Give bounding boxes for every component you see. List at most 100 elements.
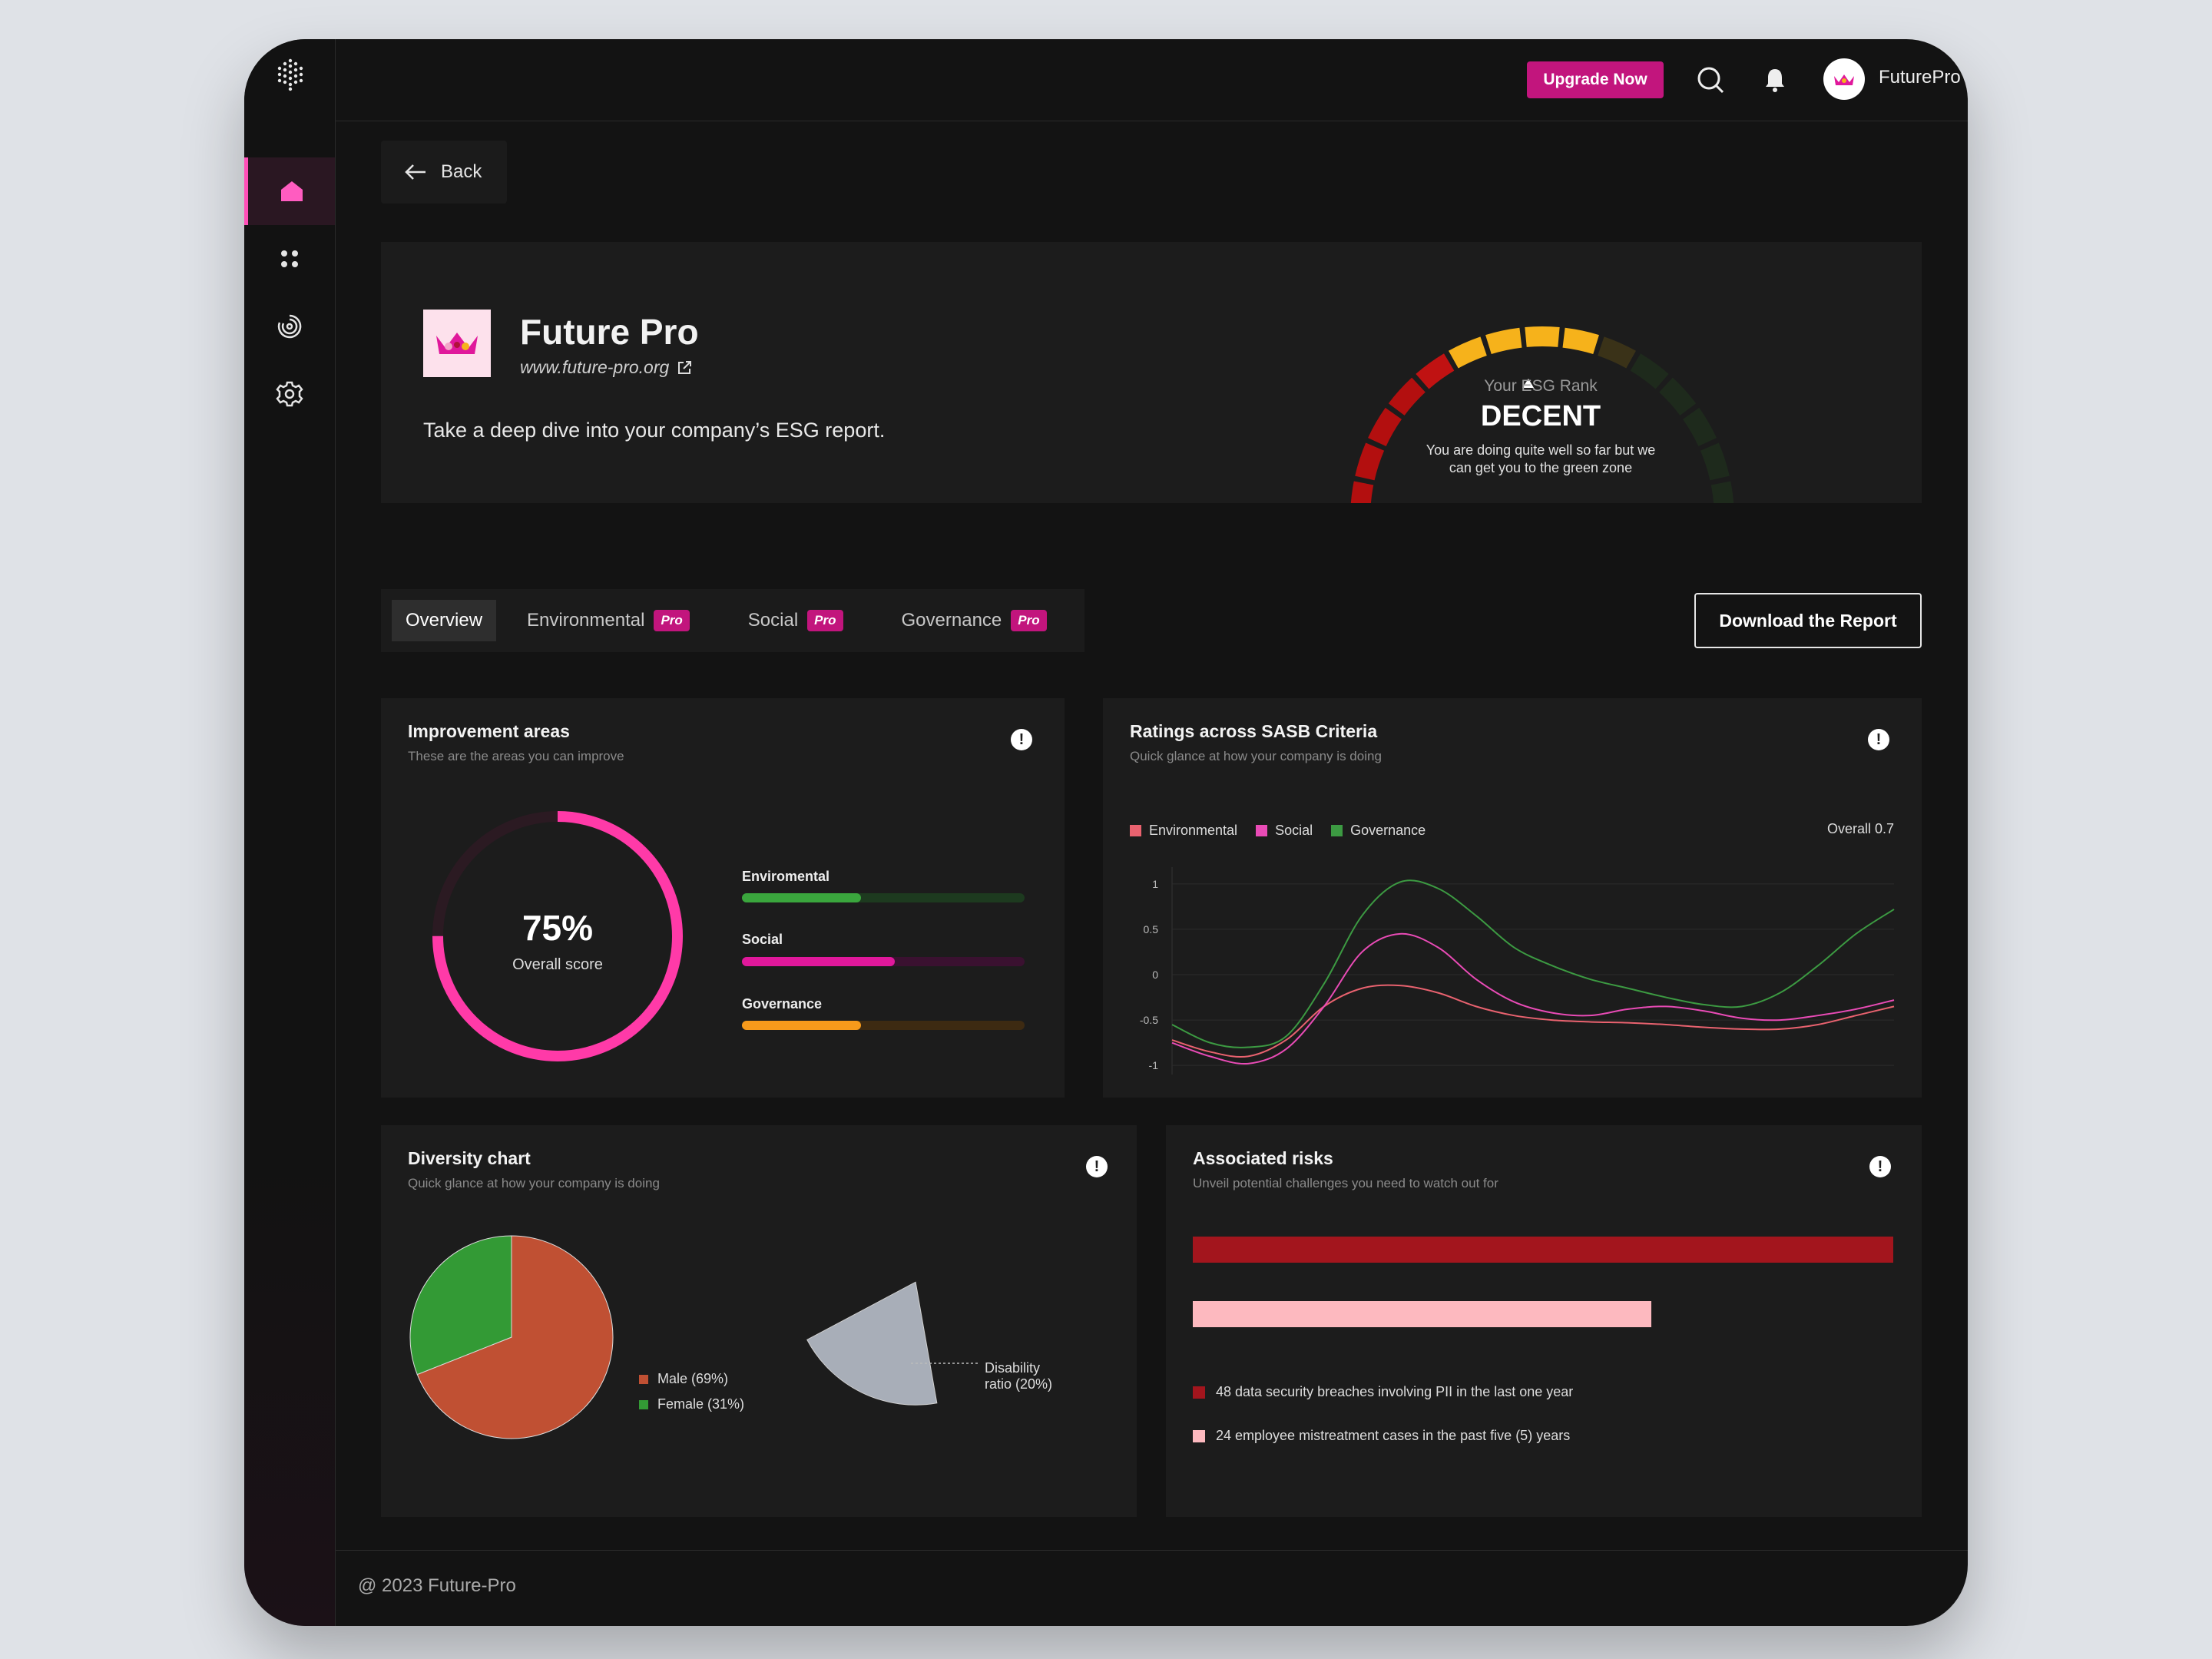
- main-content: Back Future Pro www.future-pro.org: [335, 121, 1968, 1626]
- progress-fill-social: [742, 957, 895, 966]
- gauge-segment: [1598, 336, 1636, 369]
- legend-swatch: [1331, 825, 1343, 836]
- tab-environmental[interactable]: Environmental Pro: [513, 600, 704, 641]
- gender-pie-chart: [409, 1235, 614, 1439]
- bar-label-governance: Governance: [742, 996, 823, 1012]
- topbar: Upgrade Now FuturePro: [335, 39, 1968, 121]
- bar-label-social: Social: [742, 932, 783, 947]
- legend-label: Male (69%): [657, 1371, 729, 1386]
- tab-governance[interactable]: Governance Pro: [888, 600, 1061, 641]
- company-hero: Future Pro www.future-pro.org Take a dee…: [381, 242, 1922, 503]
- company-website-link[interactable]: www.future-pro.org: [520, 357, 692, 378]
- gear-icon: [276, 381, 303, 407]
- associated-risks-card: Associated risks Unveil potential challe…: [1166, 1125, 1922, 1517]
- legend-swatch: [1193, 1429, 1205, 1442]
- download-report-button[interactable]: Download the Report: [1694, 593, 1922, 648]
- back-label: Back: [441, 161, 482, 182]
- gauge-segment: [1710, 481, 1734, 503]
- tab-label: Governance: [901, 610, 1002, 631]
- risk-legend-item: 24 employee mistreatment cases in the pa…: [1193, 1428, 1570, 1444]
- tab-overview[interactable]: Overview: [392, 600, 497, 641]
- rank-value: DECENT: [1480, 400, 1601, 432]
- home-icon: [280, 181, 303, 201]
- search-icon[interactable]: [1696, 65, 1725, 94]
- sidebar: [244, 39, 336, 1626]
- gauge-segment: [1683, 407, 1717, 447]
- series-line-social: [1171, 932, 1895, 1065]
- copyright: @ 2023 Future-Pro: [358, 1575, 516, 1596]
- gauge-segment: [1350, 481, 1374, 503]
- y-tick-label: 0.5: [1144, 923, 1159, 935]
- legend-item: Female (31%): [639, 1396, 744, 1412]
- company-name: Future Pro: [520, 312, 699, 352]
- upgrade-button[interactable]: Upgrade Now: [1527, 61, 1664, 98]
- legend-label: Environmental: [1149, 823, 1238, 838]
- progress-track-social: [742, 957, 1025, 966]
- esg-rank-gauge: [1350, 326, 1734, 503]
- legend-label: Social: [1275, 823, 1313, 838]
- y-tick-label: 1: [1152, 878, 1158, 890]
- sasb-line-chart: 1 0.5 0 -0.5 -1: [1140, 867, 1895, 1075]
- sasb-ratings-card: Ratings across SASB Criteria Quick glanc…: [1103, 698, 1922, 1098]
- pro-badge: Pro: [1011, 610, 1047, 631]
- disability-label: Disability ratio (20%): [985, 1360, 1052, 1392]
- bar-label-environmental: Enviromental: [742, 869, 830, 884]
- overall-score-value: 75%: [522, 908, 594, 948]
- legend-swatch: [1256, 825, 1268, 836]
- legend-item: Environmental: [1130, 823, 1237, 839]
- info-icon[interactable]: !: [1869, 1156, 1891, 1177]
- legend-label: Governance: [1350, 823, 1426, 838]
- tab-label: Social: [747, 610, 799, 631]
- spiral-icon: [277, 314, 302, 339]
- company-logo-icon: [1834, 75, 1854, 85]
- disability-label-line1: Disability: [985, 1360, 1041, 1376]
- tagline: Take a deep dive into your company’s ESG…: [423, 419, 886, 442]
- gauge-segment: [1368, 407, 1402, 447]
- sidebar-item-home[interactable]: [244, 157, 335, 225]
- gauge-pointer-icon: [1522, 379, 1534, 388]
- chart-legend: Environmental Social Governance: [1130, 823, 1426, 839]
- dots-grid-icon: [281, 250, 298, 267]
- legend-swatch: [1193, 1386, 1205, 1399]
- progress-fill-environmental: [742, 893, 861, 902]
- info-icon[interactable]: !: [1011, 729, 1032, 750]
- tab-label: Environmental: [527, 610, 645, 631]
- website-text: www.future-pro.org: [520, 357, 670, 377]
- username[interactable]: FuturePro: [1879, 67, 1961, 88]
- score-ring-fill: [432, 811, 683, 1061]
- legend-swatch: [639, 1374, 648, 1384]
- disability-ratio-chart: [806, 1281, 980, 1406]
- card-subtitle: Quick glance at how your company is doin…: [408, 1176, 660, 1190]
- device-frame: Upgrade Now FuturePro Back: [244, 39, 1968, 1626]
- overall-score-label: Overall score: [512, 956, 603, 973]
- sidebar-item-apps[interactable]: [244, 225, 335, 293]
- pro-badge: Pro: [654, 610, 690, 631]
- bell-icon[interactable]: [1760, 65, 1790, 94]
- card-subtitle: Unveil potential challenges you need to …: [1193, 1176, 1498, 1190]
- disability-slice: [806, 1281, 938, 1406]
- pie-slice-male: [416, 1235, 614, 1439]
- report-tabs: Overview Environmental Pro Social Pro Go…: [381, 589, 1084, 652]
- sidebar-item-analytics[interactable]: [244, 293, 335, 360]
- gauge-segment: [1449, 336, 1487, 369]
- gauge-segment: [1562, 327, 1599, 355]
- series-line-environmental: [1171, 984, 1895, 1058]
- app-logo-icon[interactable]: [273, 58, 307, 91]
- crown-logo-icon: [436, 333, 478, 354]
- risk-label: 48 data security breaches involving PII …: [1216, 1384, 1574, 1399]
- gauge-segment: [1388, 377, 1426, 416]
- gauge-segment: [1485, 327, 1522, 355]
- sidebar-item-settings[interactable]: [244, 360, 335, 428]
- diversity-chart-card: Diversity chart Quick glance at how your…: [381, 1125, 1137, 1517]
- gauge-segment: [1355, 442, 1385, 481]
- gauge-segment: [1630, 353, 1669, 389]
- back-button[interactable]: Back: [381, 141, 507, 204]
- legend-item: Governance: [1331, 823, 1426, 839]
- tab-social[interactable]: Social Pro: [734, 600, 857, 641]
- info-icon[interactable]: !: [1868, 729, 1889, 750]
- avatar[interactable]: [1823, 58, 1865, 100]
- legend-item: Male (69%): [639, 1371, 744, 1387]
- pie-slice-female: [409, 1235, 512, 1376]
- legend-label: Female (31%): [657, 1396, 745, 1412]
- info-icon[interactable]: !: [1086, 1156, 1108, 1177]
